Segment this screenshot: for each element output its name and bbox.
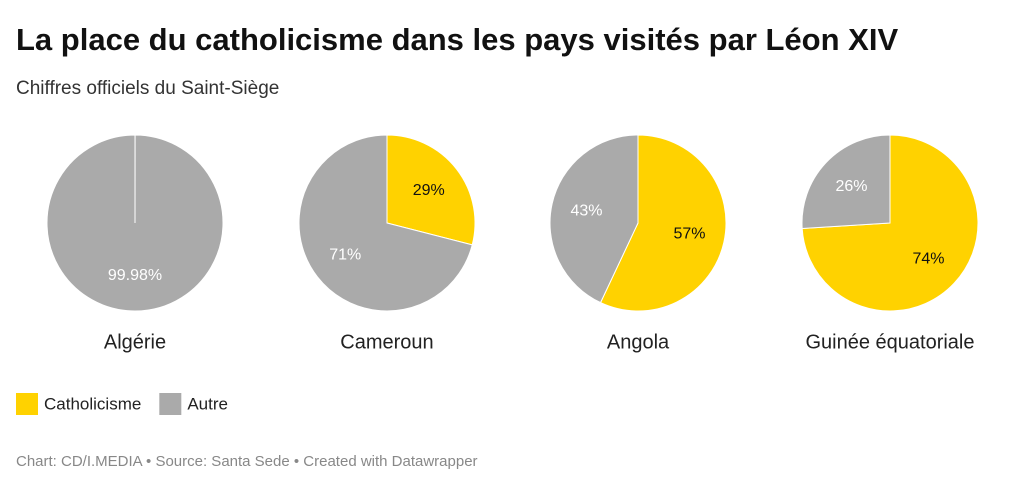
pie-slice	[386, 134, 476, 246]
pie-title: Algérie	[104, 331, 166, 353]
chart-subtitle: Chiffres officiels du Saint-Siège	[16, 78, 279, 99]
pie-title: Angola	[607, 331, 670, 353]
data-label: 29%	[413, 182, 445, 199]
data-label: 99.98%	[108, 267, 162, 284]
data-label: 74%	[912, 250, 944, 267]
legend-swatch	[159, 393, 182, 415]
pie-slice	[801, 134, 891, 230]
footer: Chart: CD/I.MEDIA • Source: Santa Sede •…	[16, 453, 478, 470]
legend-label: Catholicisme	[44, 394, 141, 413]
legend-label: Autre	[187, 394, 228, 413]
legend-swatch	[16, 393, 38, 415]
pie-slice	[599, 134, 727, 312]
pie-slice	[46, 134, 224, 312]
pie-slice	[549, 134, 639, 304]
pie-slice	[298, 134, 473, 312]
chart-title: La place du catholicisme dans les pays v…	[16, 22, 898, 57]
data-label: 71%	[329, 247, 361, 264]
pie-title: Cameroun	[340, 331, 433, 353]
data-label: 57%	[674, 226, 706, 243]
pie-title: Guinée équatoriale	[805, 331, 974, 353]
data-label: 43%	[570, 203, 602, 220]
data-label: 26%	[835, 178, 867, 195]
